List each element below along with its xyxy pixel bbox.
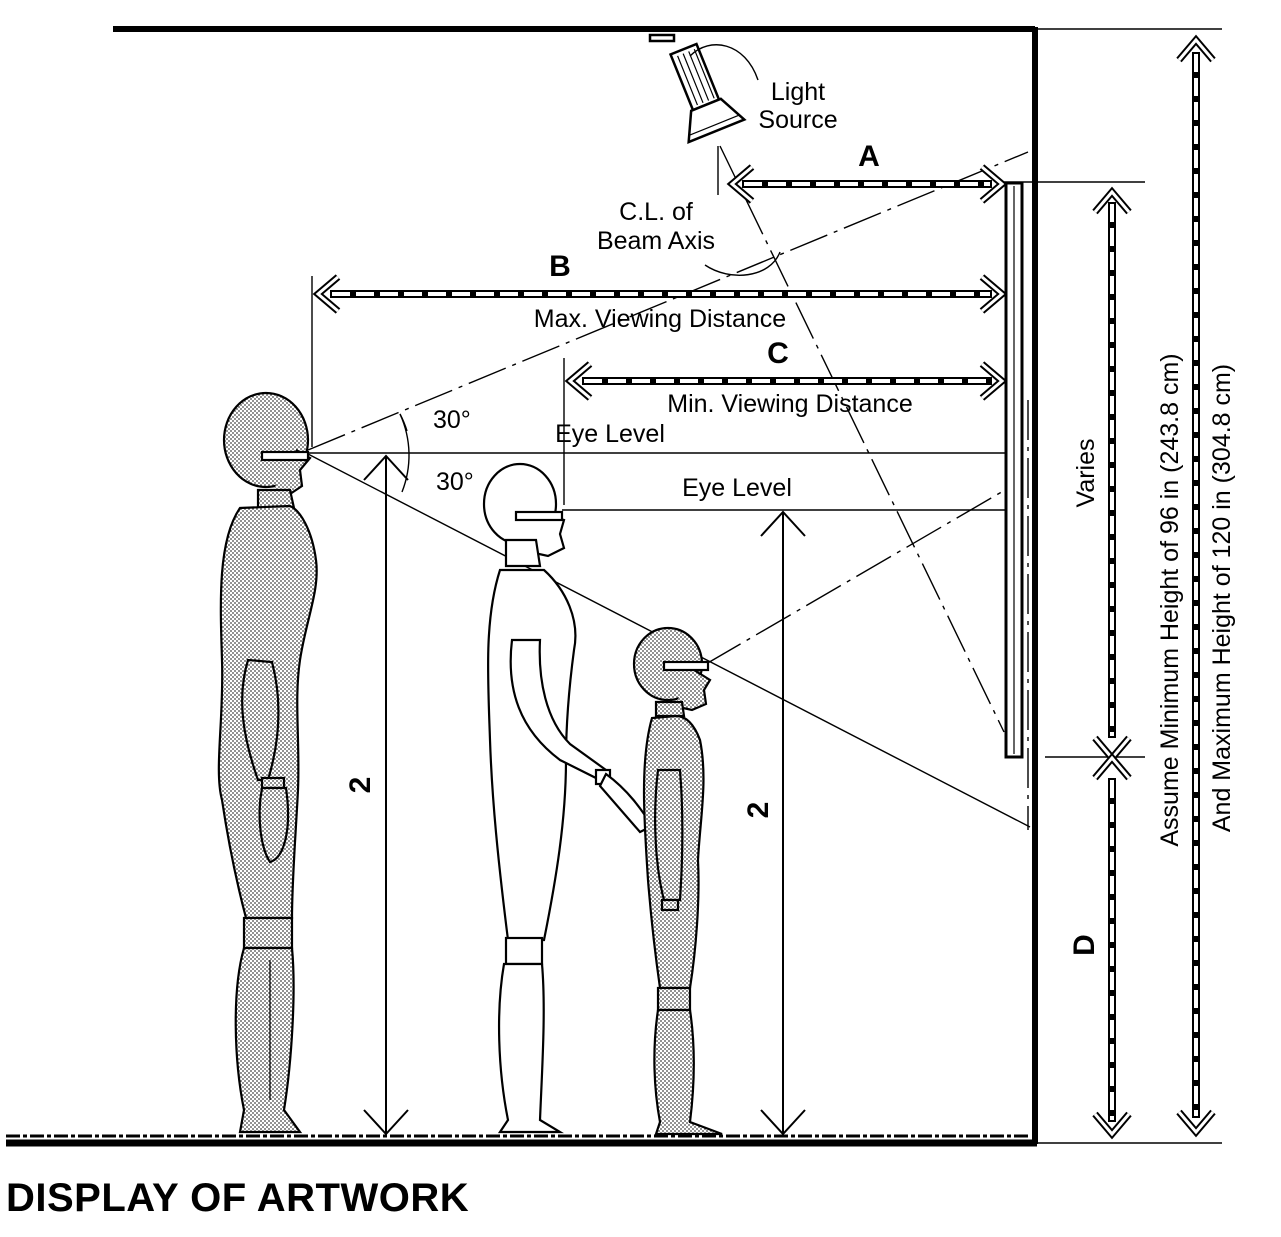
cone-upper-line <box>307 151 1029 451</box>
min-viewing-label: Min. Viewing Distance <box>667 390 912 418</box>
light-source-label-1: Light <box>771 78 825 106</box>
page-title: DISPLAY OF ARTWORK <box>6 1176 470 1220</box>
light-hood <box>687 97 747 144</box>
woman-figure <box>482 462 654 1134</box>
height-note-line-2: And Maximum Height of 120 in (304.8 cm) <box>1208 364 1236 832</box>
height-note-line-1: Assume Minimum Height of 96 in (243.8 cm… <box>1156 353 1184 846</box>
beam-axis-line <box>719 145 1005 733</box>
adult-visor <box>260 450 310 462</box>
beam-axis-label-1: C.L. of <box>619 198 693 226</box>
angle-arc-down <box>401 452 410 493</box>
height-child-label: 2 <box>742 802 775 819</box>
light-mount <box>648 33 676 43</box>
varies-label: Varies <box>1072 438 1100 507</box>
sight-lines <box>307 145 1031 830</box>
eye-level-adult-label: Eye Level <box>555 420 665 448</box>
dimension-lines <box>312 34 1216 1140</box>
adult-head <box>222 391 310 489</box>
child-arm <box>654 768 684 902</box>
dimension-c-label: C <box>767 337 789 370</box>
max-viewing-label: Max. Viewing Distance <box>534 305 786 333</box>
adult-knee <box>242 916 294 950</box>
child-sight-line <box>705 489 1006 665</box>
eye-level-child-label: Eye Level <box>682 474 792 502</box>
dimension-a-label: A <box>858 140 880 173</box>
child-figure <box>632 626 723 1136</box>
beam-axis-label-2: Beam Axis <box>597 227 715 255</box>
labels: Light Source A C.L. of Beam Axis B Max. … <box>344 78 1236 956</box>
height-arrows <box>363 454 806 1136</box>
beam-axis-callout <box>704 251 781 276</box>
adult-hand <box>258 786 290 864</box>
adult-figure <box>217 391 318 1134</box>
child-knee <box>656 986 692 1012</box>
room <box>6 26 1222 1147</box>
light-callout <box>689 44 759 81</box>
light-source <box>648 33 759 144</box>
adult-legs <box>234 946 303 1134</box>
child-legs <box>653 1008 723 1136</box>
angle-down-label: 30° <box>436 468 474 496</box>
light-source-label-2: Source <box>758 106 837 134</box>
woman-legs <box>497 962 564 1134</box>
angle-up-label: 30° <box>433 406 471 434</box>
dimension-d-label: D <box>1068 934 1101 956</box>
child-visor <box>662 660 710 672</box>
height-adult-label: 2 <box>344 777 377 794</box>
angle-arc-up-main <box>399 413 410 454</box>
diagram-canvas: Light Source A C.L. of Beam Axis B Max. … <box>6 26 1236 1147</box>
woman-knee <box>504 936 544 966</box>
light-body <box>668 42 721 112</box>
dimension-b-label: B <box>549 250 571 283</box>
woman-visor <box>514 510 564 522</box>
